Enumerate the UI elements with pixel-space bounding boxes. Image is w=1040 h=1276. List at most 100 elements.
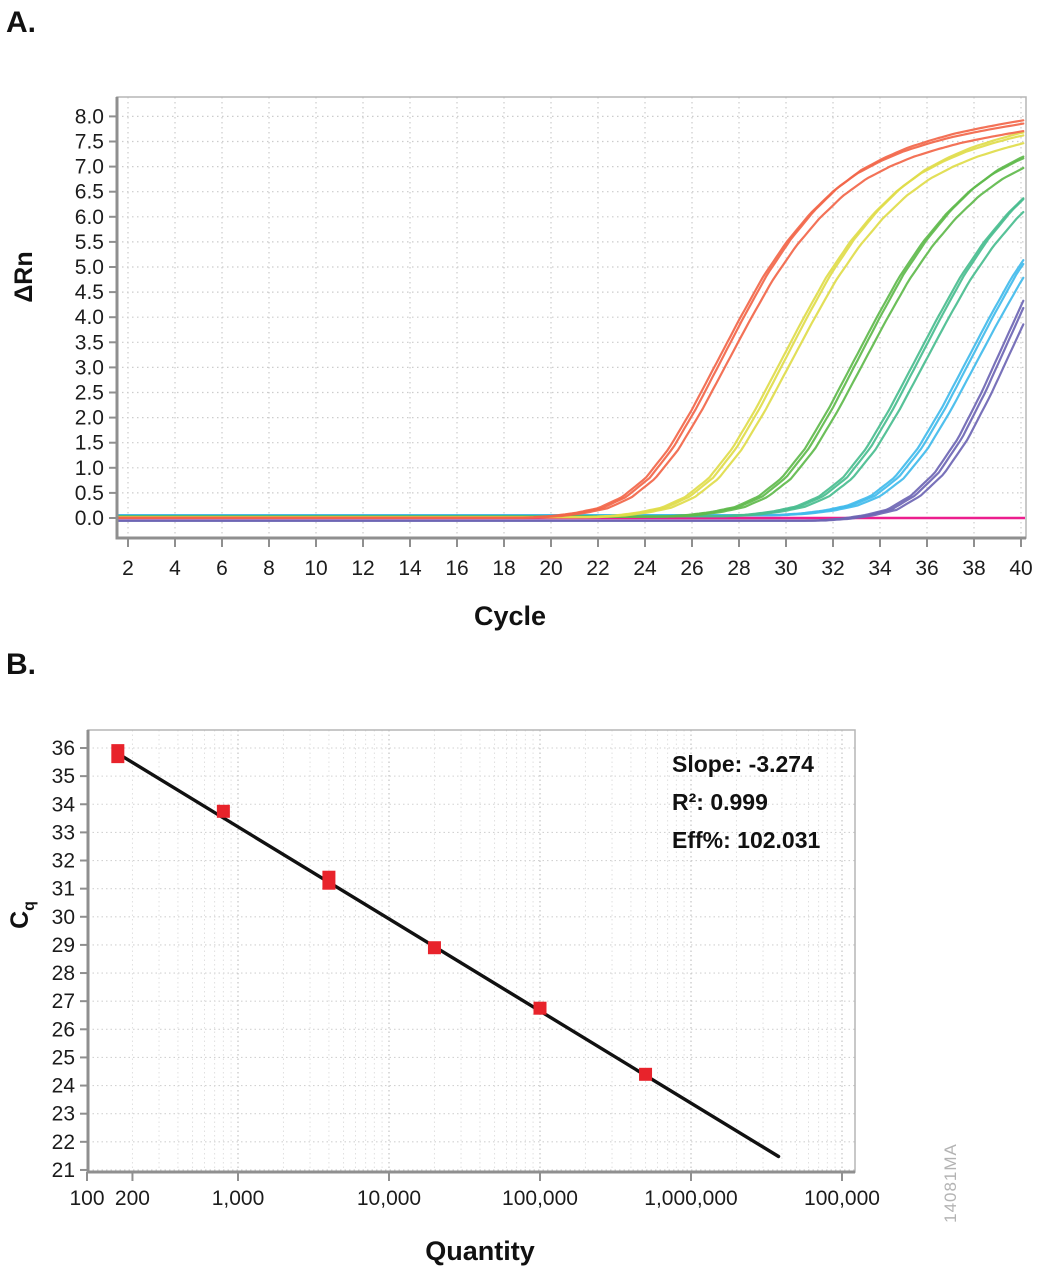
standard-points [111, 744, 653, 1081]
y-tick-label: 34 [52, 793, 76, 816]
standard-800-curve [116, 276, 1025, 517]
x-tick-label: 18 [492, 557, 515, 580]
x-tick-label: 12 [351, 557, 374, 580]
figure-id-watermark: 14081MA [941, 1143, 960, 1223]
x-tick-label: 8 [263, 557, 275, 580]
x-tick-label: 32 [821, 557, 844, 580]
efficiency-value: Eff%: 102.031 [672, 827, 821, 853]
y-tick-label: 23 [52, 1103, 75, 1126]
y-tick-label: 32 [52, 850, 75, 873]
x-tick-label: 38 [962, 557, 985, 580]
y-tick-label: 1.5 [75, 432, 104, 455]
cq-label-main: C [6, 910, 34, 929]
y-tick-label: 6.5 [75, 181, 104, 204]
y-tick-label: 26 [52, 1018, 75, 1041]
standard-4000-curve [116, 198, 1025, 518]
standard-point [533, 1001, 547, 1015]
y-tick-label: 33 [52, 821, 75, 844]
y-tick-label: 30 [52, 906, 75, 929]
y-tick-label: 7.0 [75, 156, 104, 179]
grid-b [88, 730, 855, 1172]
x-tick-label: 34 [868, 557, 892, 580]
standard-20000-curve [116, 155, 1025, 518]
y-tick-label: 4.5 [75, 281, 104, 304]
standard-point [216, 804, 230, 818]
y-tick-label: 24 [52, 1075, 76, 1098]
x-tick-label: 100,000 [804, 1187, 880, 1210]
standard-100000-curve [116, 134, 1025, 519]
standard-100000-curve [116, 131, 1025, 519]
y-tick-label: 1.0 [75, 457, 104, 480]
amplification-curves [116, 119, 1025, 522]
y-tick-label: 36 [52, 737, 75, 760]
cq-label-sub: q [21, 901, 38, 911]
x-tick-label: 1,000,000 [644, 1187, 737, 1210]
x-tick-label: 10,000 [357, 1187, 421, 1210]
amplification-plot: 0.00.51.01.52.02.53.03.54.04.55.05.56.06… [75, 96, 1033, 580]
standard-curve-plot: 21 22 23 24 25 26 27 28 29 30 31 32 33 34 35 36 100 200 1,… [52, 729, 880, 1210]
grid-a [117, 97, 1026, 538]
x-tick-label: 6 [216, 557, 228, 580]
y-tick-label: 29 [52, 934, 75, 957]
x-tick-label: 100,000 [502, 1187, 578, 1210]
y-tick-label: 22 [52, 1131, 75, 1154]
standard-4000-curve [116, 197, 1025, 518]
panel-a-label: A. [6, 6, 36, 39]
x-tick-label: 2 [122, 557, 134, 580]
standard-point [639, 1067, 653, 1081]
y-tick-label: 0.0 [75, 507, 104, 530]
y-tick-label: 31 [52, 878, 75, 901]
y-tick-label: 27 [52, 990, 75, 1013]
y-tick-label: 2.0 [75, 407, 104, 430]
x-tick-label: 14 [398, 557, 422, 580]
y-tick-label: 21 [52, 1159, 75, 1182]
ticks-b: 21 22 23 24 25 26 27 28 29 30 31 32 33 34 35 36 100 200 1,… [52, 737, 880, 1210]
r-squared-value: R²: 0.999 [672, 789, 768, 815]
y-tick-label: 0.5 [75, 482, 104, 505]
y-tick-label: 35 [52, 765, 75, 788]
y-tick-label: 5.5 [75, 231, 104, 254]
x-tick-label: 4 [169, 557, 181, 580]
standard-20000-curve [116, 157, 1025, 518]
y-tick-label: 6.0 [75, 206, 104, 229]
y-tick-label: 3.0 [75, 356, 104, 379]
panel-a-y-axis-title: ΔRn [10, 251, 38, 303]
y-tick-label: 3.5 [75, 331, 104, 354]
y-tick-label: 2.5 [75, 382, 104, 405]
x-tick-label: 28 [727, 557, 750, 580]
panel-b-label: B. [6, 648, 36, 681]
panel-a-x-axis-title: Cycle [473, 601, 547, 631]
slope-value: Slope: -3.274 [672, 751, 814, 777]
standard-4000-curve [116, 211, 1025, 518]
standard-point [427, 941, 441, 955]
x-tick-label: 24 [633, 557, 657, 580]
x-tick-label: 10 [304, 557, 327, 580]
y-tick-label: 28 [52, 962, 75, 985]
standard-500000-curve [116, 122, 1025, 519]
x-tick-label: 20 [539, 557, 562, 580]
x-tick-label: 100 [69, 1187, 104, 1210]
regression-stats: Slope: -3.274 R²: 0.999 Eff%: 102.031 [672, 745, 820, 859]
standard-point [322, 870, 336, 890]
panel-b-x-axis-title: Quantity [425, 1236, 535, 1266]
standard-160-curve [116, 323, 1025, 522]
x-tick-label: 30 [774, 557, 797, 580]
standard-point [111, 744, 125, 764]
y-tick-label: 8.0 [75, 105, 104, 128]
x-tick-label: 200 [115, 1187, 150, 1210]
y-tick-label: 4.0 [75, 306, 104, 329]
x-tick-label: 16 [445, 557, 468, 580]
x-tick-label: 36 [915, 557, 938, 580]
x-tick-label: 1,000 [212, 1187, 265, 1210]
x-tick-label: 26 [680, 557, 703, 580]
x-tick-label: 22 [586, 557, 609, 580]
standard-500000-curve [116, 130, 1025, 519]
ticks-a: 0.00.51.01.52.02.53.03.54.04.55.05.56.06… [75, 105, 1033, 580]
x-tick-label: 40 [1009, 557, 1032, 580]
y-tick-label: 7.5 [75, 131, 104, 154]
panel-b-y-axis-title: Cq [6, 855, 40, 975]
y-tick-label: 5.0 [75, 256, 104, 279]
regression-line [111, 749, 781, 1159]
y-tick-label: 25 [52, 1046, 75, 1069]
